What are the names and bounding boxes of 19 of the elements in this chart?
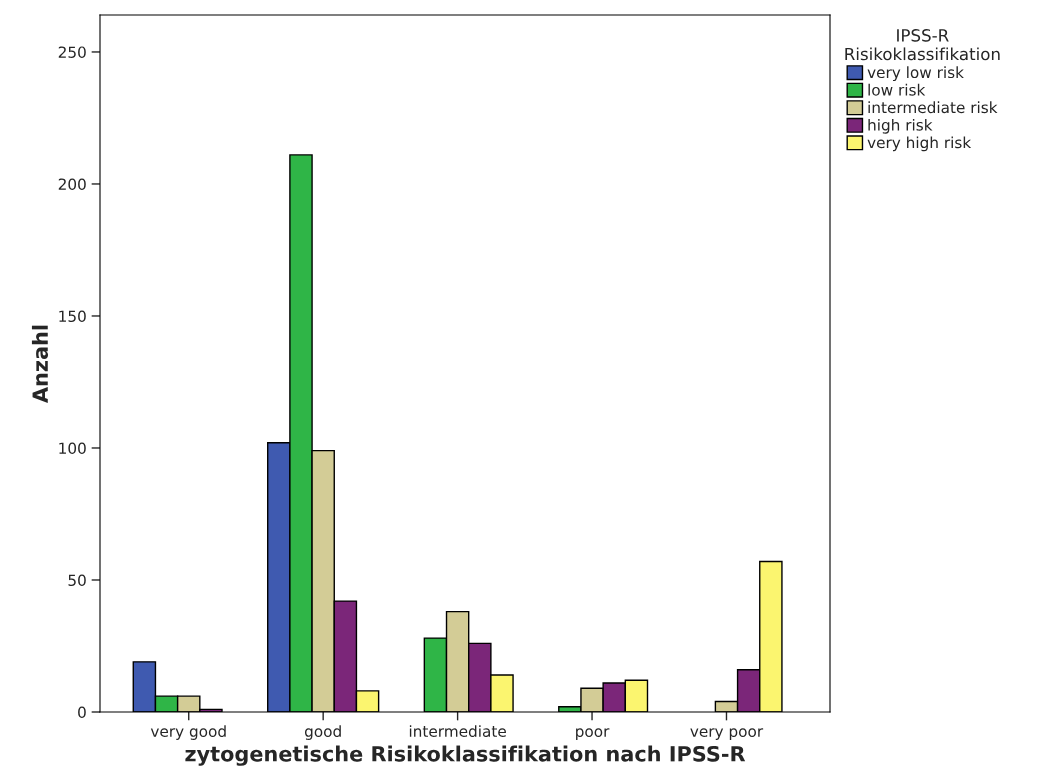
legend-label: very low risk — [867, 66, 964, 82]
x-tick-label: good — [304, 725, 341, 740]
x-tick-label: very good — [150, 725, 226, 740]
y-tick-label: 250 — [58, 46, 86, 58]
legend-label: low risk — [868, 83, 926, 96]
legend-label: high risk — [868, 118, 933, 134]
y-tick-label: 100 — [59, 442, 86, 455]
y-tick-label: 150 — [59, 310, 86, 322]
x-tick-label: intermediate — [409, 725, 506, 738]
legend-title: IPSS-R Risikoklassifikation — [845, 29, 1000, 61]
x-tick-label: poor — [576, 728, 610, 740]
y-axis-title: Anzahl — [31, 325, 49, 403]
x-axis-title: zytogenetische Risikoklassifikation nach IPSS-R — [185, 745, 746, 766]
y-tick-label: 0 — [78, 706, 86, 719]
y-tick-label: 50 — [68, 574, 86, 587]
y-tick-label: 200 — [58, 178, 86, 190]
x-tick-label: very poor — [690, 728, 764, 740]
legend-label: very high risk — [867, 136, 972, 152]
legend-label: intermediate risk — [868, 101, 998, 114]
